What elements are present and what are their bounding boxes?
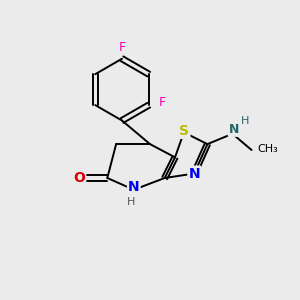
Text: N: N [229,123,239,136]
Text: N: N [128,180,140,194]
Text: F: F [158,96,166,109]
Text: H: H [127,196,135,206]
Text: F: F [118,41,126,54]
Text: S: S [179,124,190,138]
Text: N: N [188,167,200,181]
Text: H: H [241,116,249,126]
Text: CH₃: CH₃ [257,143,278,154]
Text: O: O [74,171,85,185]
